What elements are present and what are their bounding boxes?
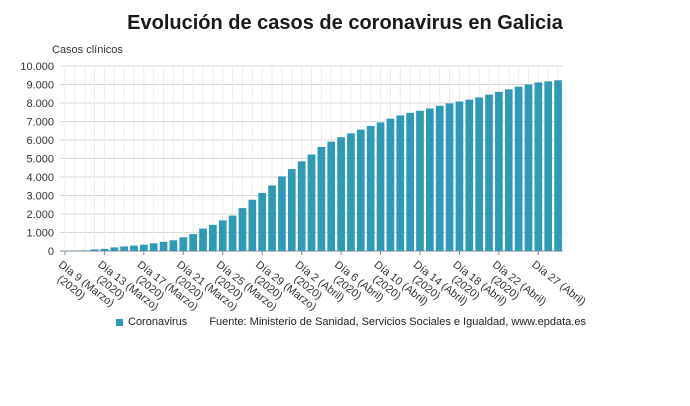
bar xyxy=(475,97,484,251)
y-tick-label: 7.000 xyxy=(26,117,54,129)
bar xyxy=(504,89,513,251)
bar xyxy=(80,250,89,251)
source-note: Fuente: Ministerio de Sanidad, Servicios… xyxy=(209,316,586,328)
bar xyxy=(544,81,553,251)
y-tick-label: 3.000 xyxy=(26,191,54,203)
bar xyxy=(209,224,217,251)
bar xyxy=(149,243,158,251)
y-axis-title: Casos clínicos xyxy=(52,44,123,56)
bar xyxy=(406,112,414,252)
bar xyxy=(396,115,405,252)
bar xyxy=(258,192,267,251)
bar xyxy=(317,146,326,251)
legend-label-coronavirus: Coronavirus xyxy=(128,316,188,328)
bar xyxy=(179,237,188,251)
bar xyxy=(218,220,227,251)
y-tick-label: 2.000 xyxy=(26,209,54,221)
y-tick-label: 6.000 xyxy=(26,135,54,147)
bar xyxy=(426,108,434,251)
bar xyxy=(278,176,286,251)
bar xyxy=(455,101,464,252)
bar xyxy=(485,94,493,251)
y-tick-label: 4.000 xyxy=(26,172,54,184)
y-tick-label: 10.000 xyxy=(20,61,54,73)
y-tick-label: 5.000 xyxy=(26,154,54,166)
bar xyxy=(130,245,138,251)
y-tick-label: 8.000 xyxy=(26,98,54,110)
bar xyxy=(228,215,237,251)
bar xyxy=(514,86,523,251)
chart-title: Evolución de casos de coronavirus en Gal… xyxy=(127,12,563,34)
y-tick-label: 0 xyxy=(48,246,54,258)
bar xyxy=(524,84,533,251)
bar xyxy=(189,234,197,251)
bar xyxy=(386,118,395,251)
bar xyxy=(120,246,128,251)
bar xyxy=(337,137,345,251)
bar xyxy=(248,199,257,251)
bar xyxy=(465,99,474,251)
bar xyxy=(376,122,385,251)
bar xyxy=(238,208,247,251)
bar xyxy=(199,228,207,251)
y-tick-label: 1.000 xyxy=(26,228,54,240)
bar xyxy=(307,154,316,251)
legend-swatch-coronavirus xyxy=(116,318,123,326)
bar xyxy=(347,133,355,251)
legend: Coronavirus Fuente: Ministerio de Sanida… xyxy=(116,316,586,328)
bar xyxy=(169,240,178,251)
bar xyxy=(554,80,562,252)
y-tick-label: 9.000 xyxy=(26,80,54,92)
bar xyxy=(327,141,336,251)
bar xyxy=(110,247,119,251)
bar xyxy=(416,110,424,252)
bar xyxy=(445,103,454,252)
bar xyxy=(435,105,444,252)
bar xyxy=(139,244,148,251)
bar xyxy=(356,129,365,251)
bar xyxy=(287,169,296,251)
bar xyxy=(297,161,306,251)
bar xyxy=(268,185,276,251)
bar xyxy=(100,248,109,251)
bar xyxy=(90,249,99,251)
bar xyxy=(366,125,375,251)
bar xyxy=(495,91,503,252)
bar xyxy=(534,82,543,251)
bar xyxy=(159,241,168,251)
